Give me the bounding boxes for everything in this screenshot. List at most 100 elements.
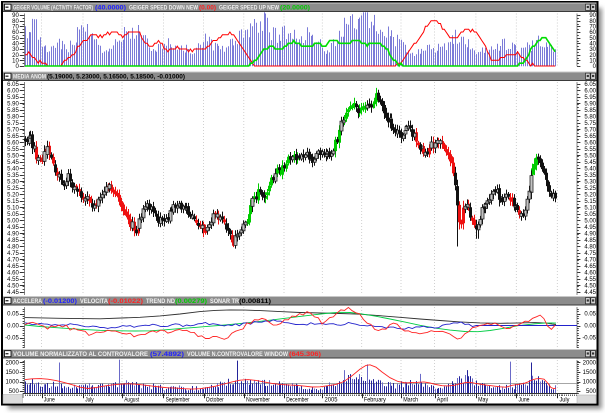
svg-text:70: 70 <box>589 25 596 31</box>
svg-text:November: November <box>246 397 270 404</box>
svg-text:1000: 1000 <box>583 380 597 386</box>
svg-text:80: 80 <box>12 19 19 25</box>
svg-text:50: 50 <box>589 36 596 42</box>
svg-text:4.55: 4.55 <box>7 277 19 283</box>
svg-text:4.70: 4.70 <box>584 258 596 264</box>
svg-text:4.90: 4.90 <box>7 232 19 238</box>
svg-text:5.15: 5.15 <box>584 199 596 205</box>
svg-text:5.00: 5.00 <box>7 219 19 225</box>
svg-text:2005: 2005 <box>325 397 339 404</box>
svg-text:(0.00279): (0.00279) <box>175 298 207 305</box>
svg-text:(-0.01022): (-0.01022) <box>108 298 143 305</box>
svg-text:SONAR TR: SONAR TR <box>210 298 239 305</box>
svg-text:5.15: 5.15 <box>7 199 19 205</box>
svg-text:40: 40 <box>589 42 596 48</box>
svg-text:5.90: 5.90 <box>584 102 596 108</box>
svg-text:1000: 1000 <box>5 380 19 386</box>
svg-text:GEIGER SPEED DOWN NEW: GEIGER SPEED DOWN NEW <box>129 5 199 12</box>
svg-text:5.00: 5.00 <box>584 219 596 225</box>
svg-text:4.50: 4.50 <box>7 284 19 290</box>
svg-text:5.05: 5.05 <box>584 212 596 218</box>
svg-text:5.25: 5.25 <box>7 186 19 192</box>
svg-text:(-0.01200): (-0.01200) <box>43 298 77 305</box>
svg-text:90: 90 <box>589 13 596 19</box>
svg-text:4.85: 4.85 <box>7 238 19 244</box>
svg-text:4.75: 4.75 <box>584 251 596 257</box>
svg-text:20: 20 <box>589 53 596 59</box>
svg-text:0.05: 0.05 <box>584 312 596 318</box>
svg-text:5.95: 5.95 <box>7 95 19 101</box>
svg-text:5.25: 5.25 <box>584 186 596 192</box>
svg-text:5.55: 5.55 <box>7 147 19 153</box>
svg-text:5.65: 5.65 <box>7 134 19 140</box>
svg-text:5.50: 5.50 <box>7 154 19 160</box>
svg-text:4.45: 4.45 <box>584 290 596 296</box>
svg-text:-0.05: -0.05 <box>582 336 596 342</box>
svg-text:September: September <box>166 397 190 404</box>
svg-text:2000: 2000 <box>583 361 597 367</box>
svg-text:10: 10 <box>12 59 19 65</box>
svg-text:4.60: 4.60 <box>7 271 19 277</box>
svg-text:0: 0 <box>15 64 19 70</box>
svg-text:4.95: 4.95 <box>7 225 19 231</box>
svg-text:0.00: 0.00 <box>7 324 19 330</box>
svg-text:May: May <box>478 397 489 404</box>
svg-text:90: 90 <box>12 13 19 19</box>
svg-text:0: 0 <box>593 64 597 70</box>
svg-text:April: April <box>437 397 448 404</box>
svg-text:5.70: 5.70 <box>584 128 596 134</box>
svg-text:VOLUME N.CONTROVALORE WINDOW: VOLUME N.CONTROVALORE WINDOW <box>187 351 289 358</box>
svg-text:5.80: 5.80 <box>7 115 19 121</box>
svg-text:July: July <box>85 397 94 404</box>
svg-text:5.35: 5.35 <box>7 173 19 179</box>
svg-text:(645.306): (645.306) <box>289 351 321 358</box>
svg-text:40: 40 <box>12 42 19 48</box>
svg-text:0.05: 0.05 <box>7 312 19 318</box>
svg-text:6.05: 6.05 <box>7 82 19 88</box>
svg-text:30: 30 <box>589 47 596 53</box>
svg-text:30: 30 <box>12 47 19 53</box>
svg-text:5.90: 5.90 <box>7 102 19 108</box>
svg-text:6.05: 6.05 <box>584 82 596 88</box>
svg-text:10: 10 <box>589 59 596 65</box>
svg-text:VOLUME NORMALIZZATO AL CONTROV: VOLUME NORMALIZZATO AL CONTROVALORE <box>13 351 149 358</box>
svg-text:5.05: 5.05 <box>7 212 19 218</box>
svg-text:5.60: 5.60 <box>584 141 596 147</box>
svg-text:1500: 1500 <box>5 370 19 376</box>
svg-text:5.20: 5.20 <box>7 193 19 199</box>
svg-text:5.45: 5.45 <box>7 160 19 166</box>
svg-text:6.00: 6.00 <box>584 89 596 95</box>
svg-text:4.50: 4.50 <box>584 284 596 290</box>
svg-text:5.75: 5.75 <box>584 121 596 127</box>
svg-text:5.60: 5.60 <box>7 141 19 147</box>
svg-text:5.50: 5.50 <box>584 154 596 160</box>
svg-text:October: October <box>206 397 224 404</box>
svg-text:TREND ND: TREND ND <box>146 298 175 305</box>
svg-text:-0.05: -0.05 <box>5 336 19 342</box>
svg-text:0.00: 0.00 <box>584 324 596 330</box>
svg-text:20: 20 <box>12 53 19 59</box>
svg-text:MEDIA ANOM: MEDIA ANOM <box>13 74 46 81</box>
svg-text:February: February <box>364 397 387 404</box>
svg-text:July: July <box>560 397 571 404</box>
svg-text:5.65: 5.65 <box>584 134 596 140</box>
svg-text:5.70: 5.70 <box>7 128 19 134</box>
svg-text:5.10: 5.10 <box>584 206 596 212</box>
svg-text:5.10: 5.10 <box>7 206 19 212</box>
svg-text:6.00: 6.00 <box>7 89 19 95</box>
svg-text:4.65: 4.65 <box>7 264 19 270</box>
svg-text:(0.00): (0.00) <box>199 5 216 12</box>
svg-text:4.65: 4.65 <box>584 264 596 270</box>
svg-text:ACCELERA: ACCELERA <box>13 298 42 305</box>
svg-text:5.80: 5.80 <box>584 115 596 121</box>
svg-text:5.30: 5.30 <box>584 180 596 186</box>
svg-text:GEIGER VOLUME (ACTIVITY FACTOR: GEIGER VOLUME (ACTIVITY FACTOR) <box>13 5 93 12</box>
svg-text:50: 50 <box>12 36 19 42</box>
svg-text:5.30: 5.30 <box>7 180 19 186</box>
svg-text:June: June <box>44 397 55 404</box>
svg-text:4.45: 4.45 <box>7 290 19 296</box>
svg-text:4.55: 4.55 <box>584 277 596 283</box>
svg-text:GEIGER SPEED UP NEW: GEIGER SPEED UP NEW <box>219 5 280 12</box>
svg-text:5.40: 5.40 <box>584 167 596 173</box>
svg-text:5.40: 5.40 <box>7 167 19 173</box>
